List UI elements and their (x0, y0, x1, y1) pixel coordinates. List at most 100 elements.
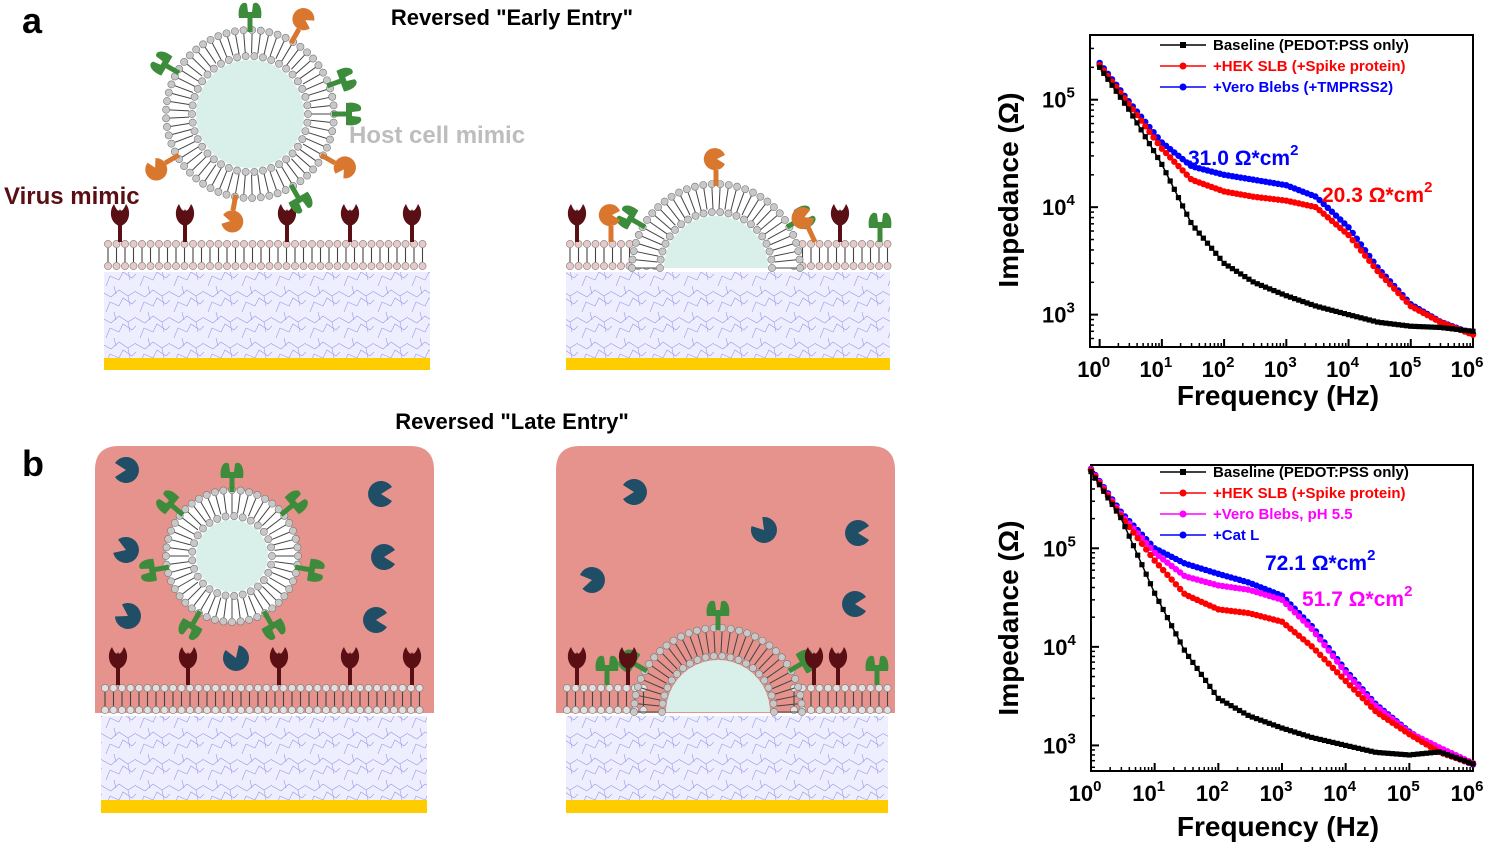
data-point (1381, 750, 1387, 756)
data-point (1350, 686, 1358, 693)
data-point (1368, 748, 1374, 754)
data-point (1317, 736, 1323, 743)
data-point (1130, 529, 1137, 536)
legend-label: +Vero Blebs, pH 5.5 (1213, 506, 1353, 523)
data-point (1300, 298, 1306, 305)
data-point (1436, 749, 1442, 755)
data-point (1308, 643, 1315, 650)
data-point (1437, 324, 1443, 331)
y-tick-label: 105 (1043, 533, 1076, 561)
data-point (1300, 617, 1307, 624)
data-point (1395, 289, 1402, 297)
data-point (1147, 551, 1154, 559)
data-point (1109, 501, 1115, 508)
x-tick-exponent: 6 (1475, 778, 1483, 795)
x-tick-label: 106 (1451, 778, 1484, 806)
y-tick-exponent: 5 (1067, 533, 1075, 550)
data-point (1291, 609, 1298, 616)
data-point (1160, 606, 1166, 613)
data-point (1196, 230, 1202, 236)
data-point (1402, 752, 1408, 758)
data-point (1337, 309, 1343, 316)
data-point (1445, 325, 1451, 331)
fused-membrane-dome (614, 148, 818, 272)
x-tick-label: 105 (1388, 354, 1421, 382)
data-point (1219, 698, 1226, 704)
data-point (1262, 284, 1269, 290)
panel-a-label: a (22, 0, 43, 41)
fused-membrane-dome (616, 601, 820, 716)
data-point (1345, 312, 1352, 318)
data-point (1386, 281, 1394, 288)
data-point (1146, 141, 1153, 147)
data-point (1167, 178, 1173, 184)
data-point (1126, 106, 1132, 112)
data-point (1321, 305, 1327, 311)
data-point (1360, 746, 1366, 752)
data-point (1433, 324, 1439, 330)
data-point (1134, 120, 1140, 126)
x-tick-exponent: 5 (1413, 354, 1421, 371)
data-point (1242, 273, 1248, 280)
x-tick-exponent: 4 (1351, 354, 1360, 371)
annotation-exponent: 2 (1404, 583, 1412, 600)
data-point (1171, 158, 1178, 165)
data-point (1250, 279, 1256, 285)
data-point (1287, 604, 1294, 612)
data-point (1347, 743, 1353, 749)
data-point (1113, 508, 1120, 514)
data-point (1379, 320, 1385, 326)
data-point (1249, 714, 1255, 720)
data-point (1361, 252, 1369, 259)
data-point (1164, 571, 1171, 579)
x-axis-label: Frequency (Hz) (1177, 380, 1379, 411)
data-point (1092, 475, 1098, 481)
data-point (1142, 134, 1148, 140)
data-point (1177, 639, 1183, 645)
data-point (1342, 677, 1349, 685)
data-point (1391, 321, 1397, 327)
data-point (1118, 514, 1124, 521)
data-point (1270, 722, 1277, 728)
data-point (1162, 149, 1170, 157)
data-point (1372, 749, 1378, 755)
data-point (1180, 203, 1186, 209)
data-point (1184, 211, 1190, 217)
data-point (1333, 308, 1339, 314)
data-point (1349, 237, 1356, 244)
data-point (1316, 196, 1323, 204)
data-point (1224, 700, 1230, 706)
data-point (1241, 710, 1247, 716)
data-point (1449, 753, 1455, 759)
data-point (1238, 271, 1244, 277)
data-point (1138, 540, 1146, 547)
data-point (1320, 210, 1327, 217)
data-point (1292, 729, 1298, 735)
x-tick-exponent: 2 (1220, 778, 1228, 795)
legend-marker (1179, 489, 1187, 497)
series-0 (1088, 468, 1476, 767)
hydrogel-layer (566, 272, 890, 358)
data-point (1428, 324, 1435, 330)
y-tick-label: 105 (1042, 85, 1075, 113)
data-point (1419, 751, 1425, 757)
data-point (1186, 653, 1192, 660)
y-tick-label: 103 (1042, 300, 1075, 328)
legend-marker (1179, 83, 1187, 91)
data-point (1296, 730, 1302, 736)
data-point (1211, 689, 1217, 695)
data-point (1283, 726, 1289, 732)
data-point (1135, 552, 1141, 558)
host-cell-mimic-label: Host cell mimic (349, 122, 525, 149)
data-point (1355, 690, 1362, 698)
data-point (1338, 673, 1345, 680)
data-point (1150, 147, 1157, 154)
data-point (1159, 566, 1167, 574)
x-tick-label: 106 (1451, 354, 1484, 382)
x-axis-label: Frequency (Hz) (1177, 811, 1379, 842)
data-point (1246, 276, 1252, 282)
data-point (1164, 614, 1170, 621)
data-point (1328, 208, 1336, 215)
data-point (1470, 761, 1476, 767)
data-point (1338, 663, 1345, 671)
